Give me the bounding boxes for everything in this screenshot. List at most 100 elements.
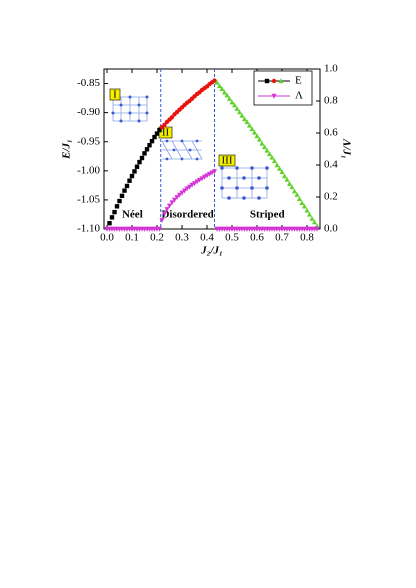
point [202,174,207,180]
point [167,203,172,209]
point [284,176,290,182]
point [114,204,120,209]
point [127,178,132,183]
phase-label: Disordered [161,209,213,221]
point [162,122,167,128]
point [174,195,180,201]
x-tick-label: 0.3 [175,232,189,244]
point [112,209,117,215]
x-tick-label: 0.1 [125,232,139,244]
point [137,159,142,165]
point [124,183,130,189]
point [219,86,225,91]
point [254,133,260,139]
point [232,102,237,108]
point [299,200,305,206]
x-tick-label: 0.8 [300,232,314,244]
point [282,173,287,179]
point [292,188,297,194]
y-tick-label: -1.05 [77,193,100,205]
legend-label: E [295,75,302,87]
inset-label: I [113,89,117,101]
inset-lattice-1 [111,95,149,123]
point [239,112,245,118]
point [189,182,195,188]
y-tick-label: -0.95 [77,135,100,147]
point [182,188,187,194]
point [149,138,155,144]
point [187,184,192,190]
y2-tick-label: 0.2 [324,191,338,203]
point [304,207,310,213]
point [277,165,282,171]
point [157,127,162,133]
inset-label: III [222,155,233,167]
point [207,171,212,177]
y2-axis-label: Λ/J₁ [340,138,352,159]
legend-marker [271,78,277,84]
legend-marker [271,93,277,99]
point [272,158,277,164]
point [252,129,257,135]
inset-label: II [162,127,170,139]
point [204,173,210,179]
point [209,170,215,176]
point [229,99,235,105]
point [267,151,272,157]
point [122,188,127,193]
point [307,211,312,217]
point [227,95,232,101]
point [129,173,135,179]
x-tick-label: 0.2 [150,232,164,244]
point [297,196,302,201]
point [169,200,175,206]
point [274,162,280,168]
y2-tick-label: 0.8 [324,95,338,107]
x-tick-label: 0.5 [225,232,239,244]
point [109,215,115,220]
plot-frame [103,68,321,230]
point [294,191,300,197]
point [177,192,182,198]
point [264,147,270,153]
point [154,131,160,136]
y-tick-label: -1.10 [77,223,100,235]
point [157,226,162,232]
point [314,226,320,232]
point [224,92,230,98]
y-tick-label: -1.00 [77,164,100,176]
y-tick-label: -0.85 [77,77,100,89]
inset-badge [109,88,121,101]
x-tick-label: 0.0 [100,232,114,244]
point [197,177,202,183]
point [117,198,122,204]
point [164,207,170,213]
point [144,147,150,152]
legend-marker [264,78,270,84]
point [287,180,292,186]
inset-lattice-2 [161,139,203,161]
point [309,215,315,221]
x-axis-label: J₂/J₁ [200,245,223,257]
x-tick-label: 0.6 [250,232,264,244]
point [132,169,137,174]
point [279,169,285,175]
x-tick-label: 0.4 [200,232,214,244]
x-tick-label: 0.7 [275,232,289,244]
point [172,197,177,203]
point [237,109,242,115]
point [247,122,252,128]
point [212,78,217,83]
point [134,164,140,169]
point [199,176,205,182]
point [217,83,222,89]
point [179,190,185,196]
point [302,203,307,209]
y2-tick-label: 1.0 [324,63,338,75]
point [142,151,147,156]
phase-label: Néel [122,209,143,221]
inset-lattice-3 [220,166,269,200]
point [214,79,220,85]
legend-label: Λ [295,90,303,102]
y2-tick-label: 0.6 [324,127,338,139]
